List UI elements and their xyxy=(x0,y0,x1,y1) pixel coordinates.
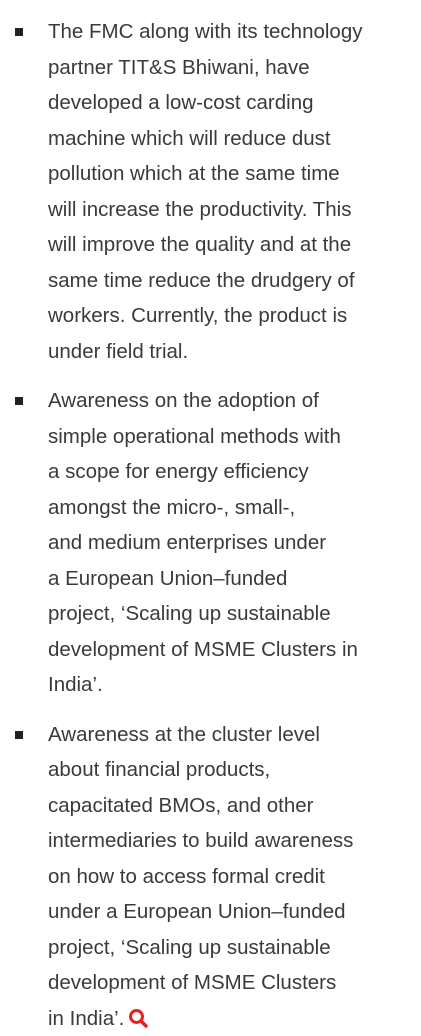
text-line: about financial products, xyxy=(48,752,421,788)
text-line: developed a low-cost carding xyxy=(48,85,421,121)
text-line: Awareness on the adoption of xyxy=(48,383,421,419)
text-line: pollution which at the same time xyxy=(48,156,421,192)
text-line: amongst the micro-, small-, xyxy=(48,490,421,526)
text-line: under field trial. xyxy=(48,334,421,370)
search-icon[interactable] xyxy=(128,1008,148,1028)
text-line: simple operational methods with xyxy=(48,419,421,455)
text-line: intermediaries to build awareness xyxy=(48,823,421,859)
text-line: on how to access formal credit xyxy=(48,859,421,895)
text-line: Awareness at the cluster level xyxy=(48,717,421,753)
text-line: a scope for energy efficiency xyxy=(48,454,421,490)
text-line: will increase the productivity. This xyxy=(48,192,421,228)
text-line: project, ‘Scaling up sustainable xyxy=(48,596,421,632)
text-line: capacitated BMOs, and other xyxy=(48,788,421,824)
text-line: The FMC along with its technology xyxy=(48,14,421,50)
text-line: development of MSME Clusters in xyxy=(48,632,421,668)
text-line: under a European Union–funded xyxy=(48,894,421,930)
text-line: in India’. xyxy=(48,1001,421,1036)
text-line: and medium enterprises under xyxy=(48,525,421,561)
bullet xyxy=(15,731,23,739)
text-line: India’. xyxy=(48,667,421,703)
text-line: will improve the quality and at the xyxy=(48,227,421,263)
text-line: machine which will reduce dust xyxy=(48,121,421,157)
text-line: workers. Currently, the product is xyxy=(48,298,421,334)
text-line: project, ‘Scaling up sustainable xyxy=(48,930,421,966)
bullet xyxy=(15,28,23,36)
text-line: same time reduce the drudgery of xyxy=(48,263,421,299)
text-line: development of MSME Clusters xyxy=(48,965,421,1001)
bullet xyxy=(15,397,23,405)
text-line: partner TIT&S Bhiwani, have xyxy=(48,50,421,86)
text-line: a European Union–funded xyxy=(48,561,421,597)
